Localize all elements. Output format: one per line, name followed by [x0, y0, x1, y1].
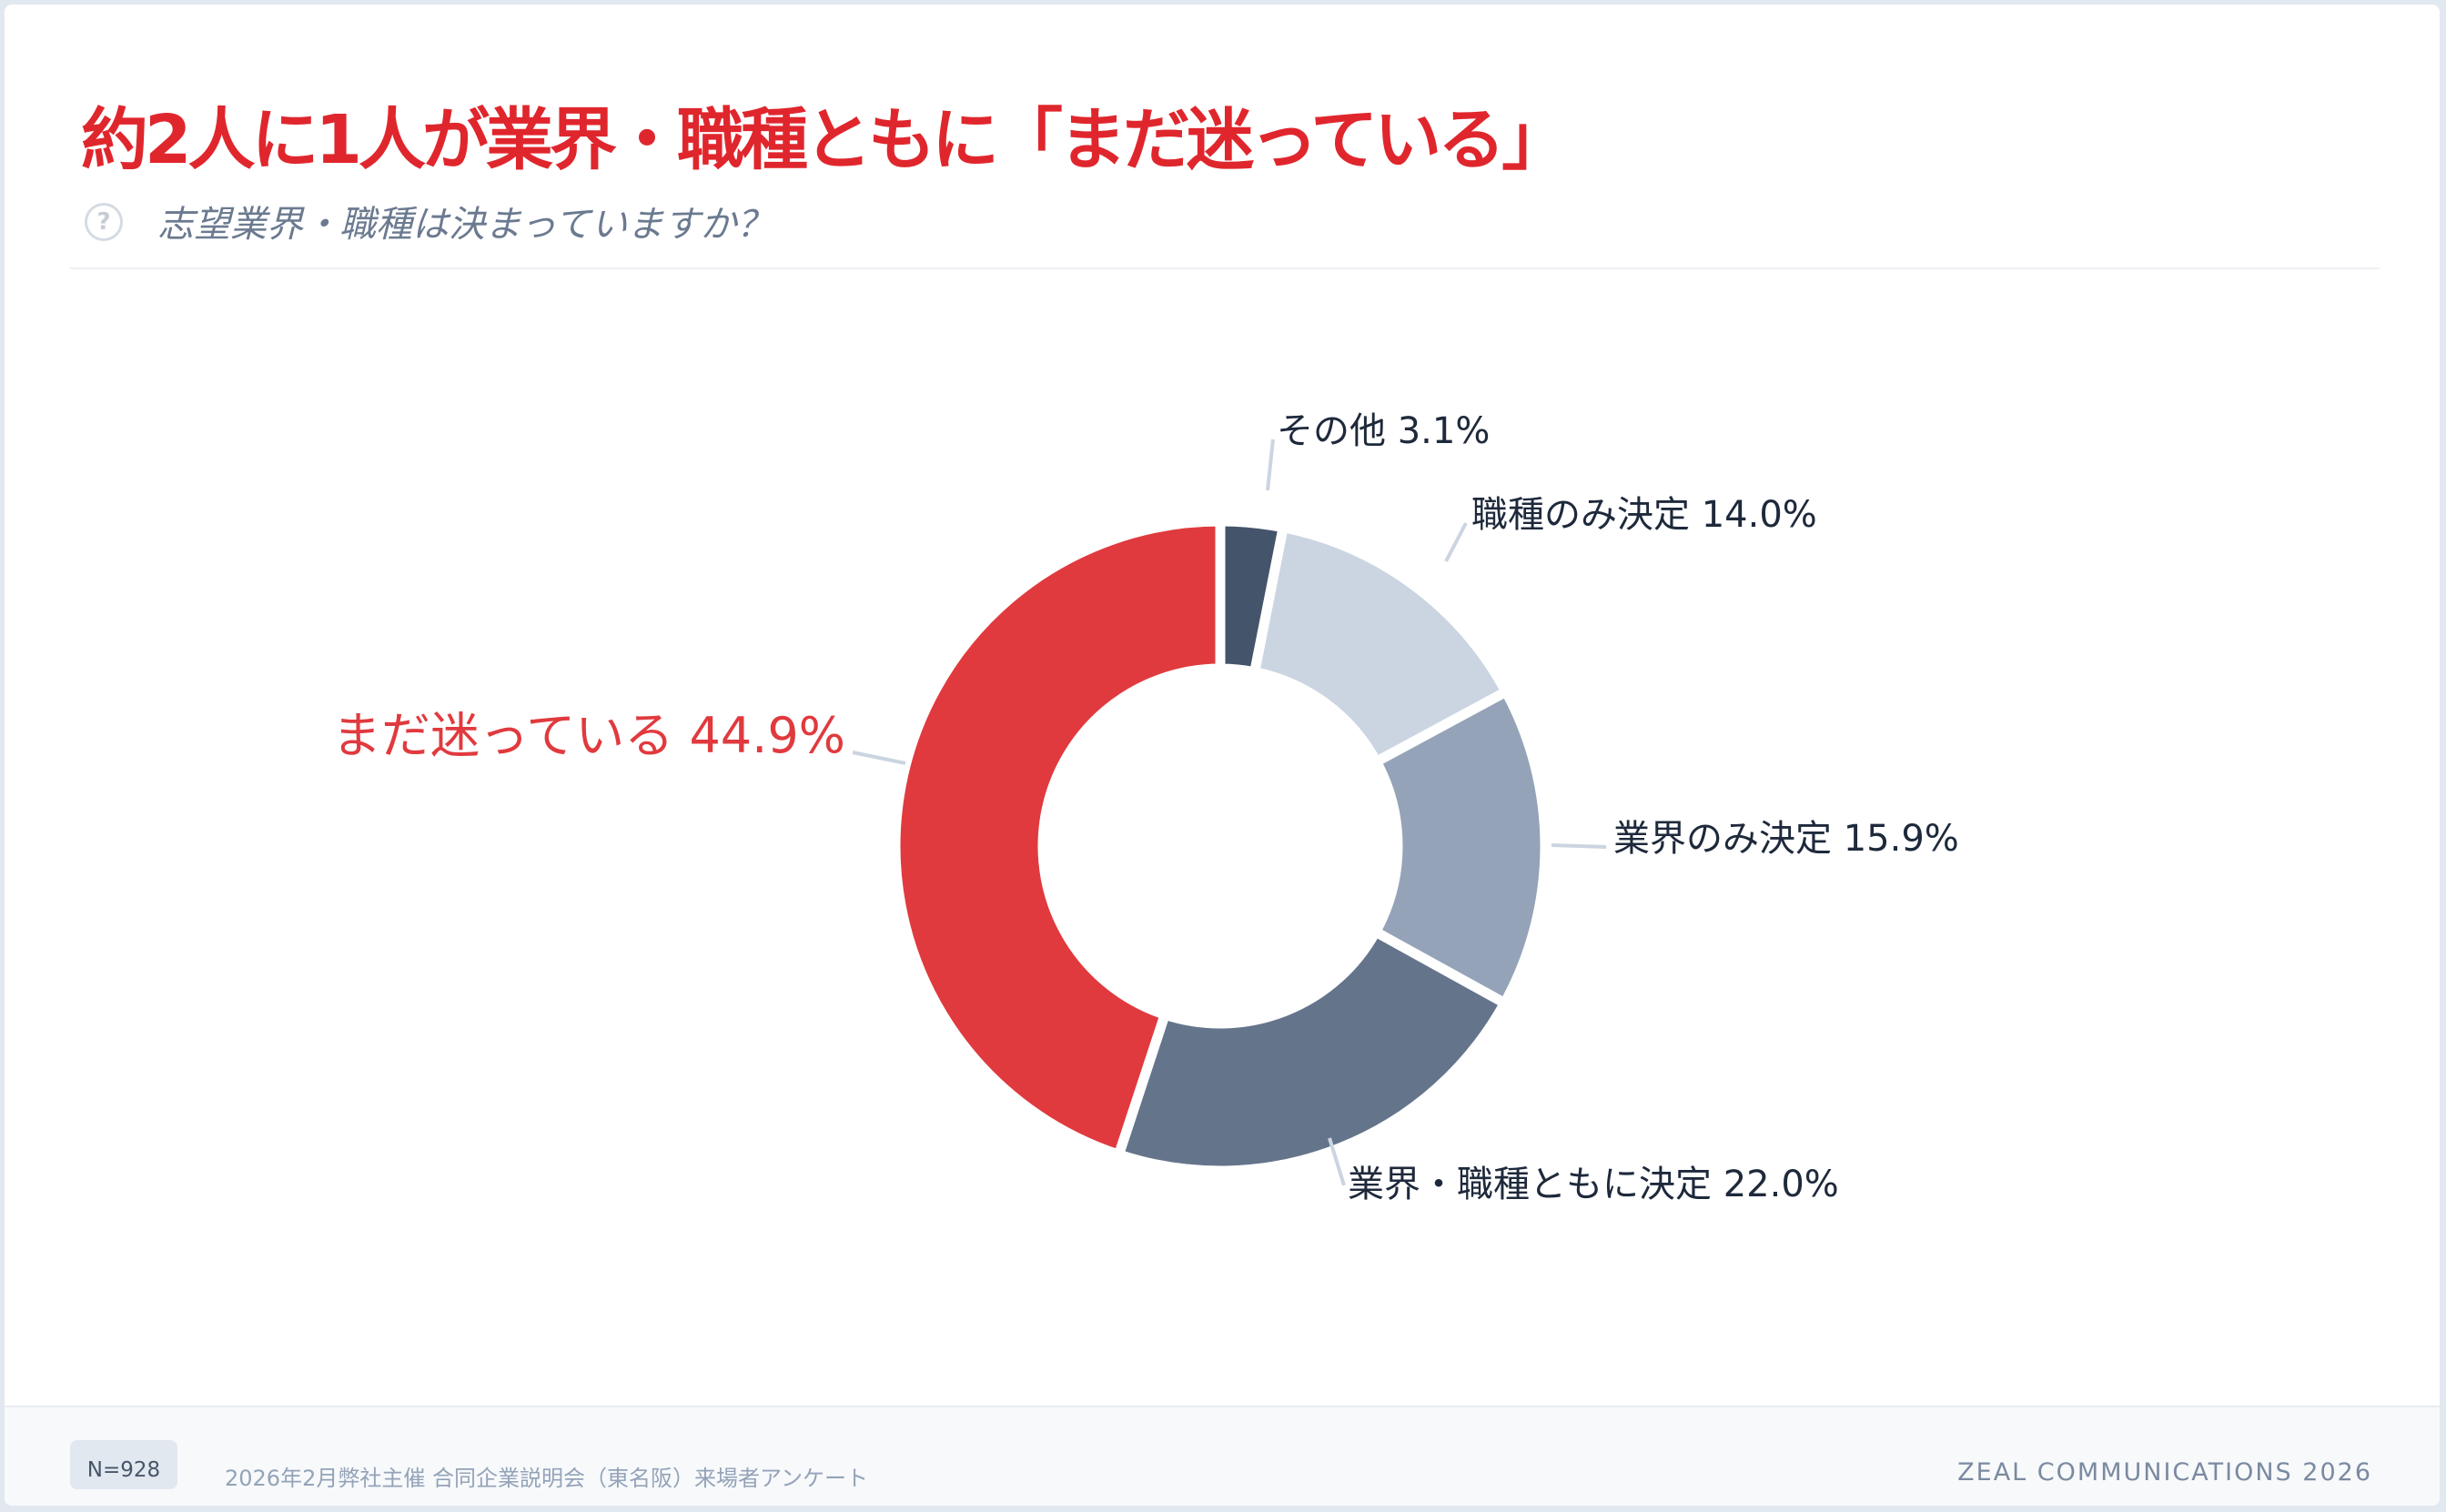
footer: N=928 2026年2月弊社主催 合同企業説明会（東名阪）来場者アンケート Z…	[5, 1406, 2440, 1506]
survey-source: 2026年2月弊社主催 合同企業説明会（東名阪）来場者アンケート	[225, 1466, 869, 1491]
data-label: その他 3.1%	[1277, 410, 1490, 452]
data-label: 業界のみ決定 15.9%	[1613, 818, 1959, 860]
question-subtitle: 志望業界・職種は決まっていますか？	[157, 204, 773, 246]
leader-line	[1328, 1137, 1346, 1186]
slice-業界のみ決定	[1369, 684, 1551, 1011]
leader-line	[1266, 438, 1275, 491]
slice-業界・職種ともに決定	[1112, 924, 1511, 1176]
slice-職種のみ決定	[1248, 521, 1513, 769]
question-circle-icon: ?	[85, 203, 123, 241]
sample-size-badge: N=928	[70, 1440, 177, 1489]
brand-name: ZEAL COMMUNICATIONS 2026	[1957, 1458, 2372, 1487]
leader-line	[852, 751, 906, 765]
page-title: 約2人に1人が業界・職種ともに「まだ迷っている」	[81, 101, 1569, 179]
data-label: 職種のみ決定 14.0%	[1471, 494, 1817, 536]
leader-line	[1444, 522, 1468, 562]
donut-chart: その他 3.1% 職種のみ決定 14.0% 業界のみ決定 15.9% 業界・職種ともに…	[332, 410, 1959, 1205]
data-label: まだ迷っている 44.9%	[332, 707, 845, 764]
leader-line	[1551, 843, 1607, 849]
data-label: 業界・職種ともに決定 22.0%	[1348, 1164, 1839, 1205]
slice-まだ迷っている	[890, 516, 1226, 1162]
chart-card: 約2人に1人が業界・職種ともに「まだ迷っている」 ? 志望業界・職種は決まってい…	[3, 3, 2441, 1507]
header-divider	[70, 267, 2380, 269]
